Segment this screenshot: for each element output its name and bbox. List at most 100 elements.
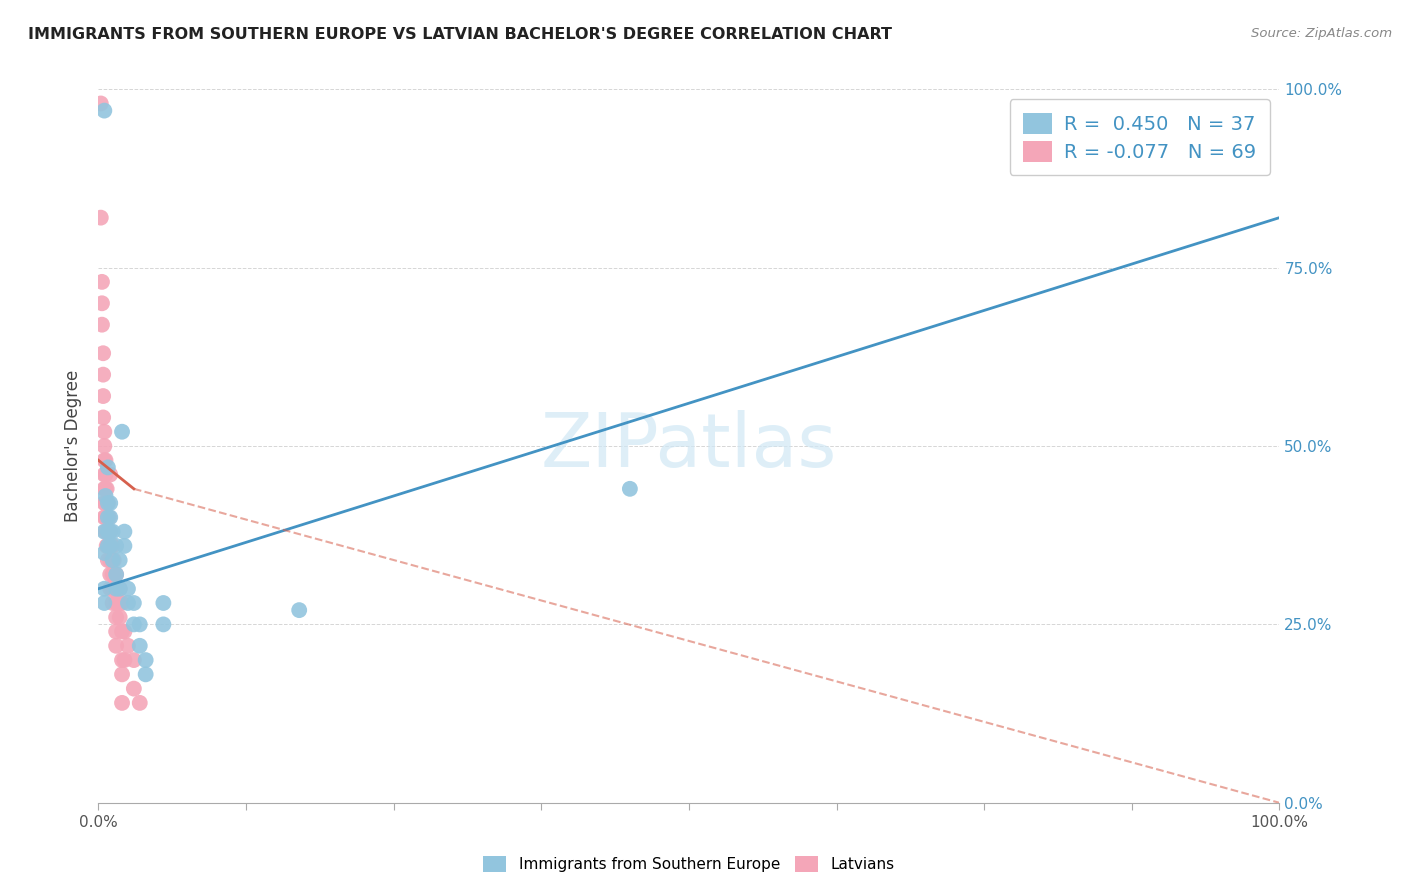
Point bbox=[111, 425, 134, 439]
Point bbox=[91, 389, 114, 403]
Point bbox=[93, 467, 115, 482]
Point bbox=[94, 524, 117, 539]
Point bbox=[91, 318, 114, 332]
Point bbox=[98, 539, 121, 553]
Legend: R =  0.450   N = 37, R = -0.077   N = 69: R = 0.450 N = 37, R = -0.077 N = 69 bbox=[1010, 99, 1270, 176]
Point bbox=[97, 524, 120, 539]
Point bbox=[97, 510, 120, 524]
Point bbox=[94, 510, 117, 524]
Point bbox=[111, 624, 134, 639]
Point bbox=[103, 582, 125, 596]
Point bbox=[96, 510, 118, 524]
Point bbox=[105, 539, 128, 553]
Point bbox=[91, 368, 114, 382]
Point bbox=[91, 346, 114, 360]
Point bbox=[112, 524, 135, 539]
Text: IMMIGRANTS FROM SOUTHERN EUROPE VS LATVIAN BACHELOR'S DEGREE CORRELATION CHART: IMMIGRANTS FROM SOUTHERN EUROPE VS LATVI… bbox=[28, 27, 893, 42]
Point bbox=[117, 639, 139, 653]
Text: ZIPatlas: ZIPatlas bbox=[541, 409, 837, 483]
Point bbox=[619, 482, 641, 496]
Point bbox=[96, 482, 118, 496]
Point bbox=[96, 524, 118, 539]
Point bbox=[101, 553, 124, 567]
Point bbox=[117, 582, 139, 596]
Point bbox=[93, 596, 115, 610]
Point bbox=[97, 539, 120, 553]
Point bbox=[103, 553, 125, 567]
Point bbox=[122, 596, 145, 610]
Point bbox=[96, 496, 118, 510]
Y-axis label: Bachelor's Degree: Bachelor's Degree bbox=[65, 370, 83, 522]
Point bbox=[103, 567, 125, 582]
Point bbox=[91, 296, 114, 310]
Point bbox=[90, 211, 112, 225]
Point bbox=[93, 439, 115, 453]
Point bbox=[105, 610, 128, 624]
Text: Source: ZipAtlas.com: Source: ZipAtlas.com bbox=[1251, 27, 1392, 40]
Point bbox=[101, 567, 124, 582]
Point bbox=[94, 489, 117, 503]
Point bbox=[97, 496, 120, 510]
Point bbox=[101, 596, 124, 610]
Point bbox=[135, 653, 157, 667]
Point bbox=[91, 410, 114, 425]
Point bbox=[101, 539, 124, 553]
Point bbox=[122, 653, 145, 667]
Point bbox=[108, 582, 131, 596]
Point bbox=[105, 567, 128, 582]
Point bbox=[98, 539, 121, 553]
Point bbox=[128, 617, 150, 632]
Point bbox=[152, 596, 174, 610]
Point bbox=[94, 467, 117, 482]
Legend: Immigrants from Southern Europe, Latvians: Immigrants from Southern Europe, Latvian… bbox=[475, 848, 903, 880]
Point bbox=[97, 539, 120, 553]
Point bbox=[93, 546, 115, 560]
Point bbox=[97, 496, 120, 510]
Point bbox=[111, 653, 134, 667]
Point bbox=[97, 553, 120, 567]
Point bbox=[111, 696, 134, 710]
Point bbox=[108, 582, 131, 596]
Point bbox=[98, 567, 121, 582]
Point bbox=[288, 603, 311, 617]
Point bbox=[93, 482, 115, 496]
Point bbox=[98, 524, 121, 539]
Point bbox=[93, 425, 115, 439]
Point bbox=[91, 275, 114, 289]
Point bbox=[93, 496, 115, 510]
Point bbox=[93, 103, 115, 118]
Point bbox=[101, 553, 124, 567]
Point bbox=[108, 596, 131, 610]
Point bbox=[105, 582, 128, 596]
Point bbox=[93, 582, 115, 596]
Point bbox=[96, 539, 118, 553]
Point bbox=[105, 567, 128, 582]
Point bbox=[117, 596, 139, 610]
Point bbox=[135, 667, 157, 681]
Point bbox=[98, 524, 121, 539]
Point bbox=[122, 617, 145, 632]
Point bbox=[98, 496, 121, 510]
Point bbox=[98, 510, 121, 524]
Point bbox=[112, 624, 135, 639]
Point bbox=[97, 510, 120, 524]
Point bbox=[112, 653, 135, 667]
Point bbox=[90, 96, 112, 111]
Point bbox=[98, 510, 121, 524]
Point bbox=[152, 617, 174, 632]
Point bbox=[97, 524, 120, 539]
Point bbox=[101, 524, 124, 539]
Point bbox=[105, 624, 128, 639]
Point bbox=[101, 582, 124, 596]
Point bbox=[128, 639, 150, 653]
Point bbox=[112, 539, 135, 553]
Point bbox=[94, 496, 117, 510]
Point bbox=[105, 582, 128, 596]
Point bbox=[93, 510, 115, 524]
Point bbox=[108, 553, 131, 567]
Point bbox=[93, 453, 115, 467]
Point bbox=[98, 553, 121, 567]
Point bbox=[98, 539, 121, 553]
Point bbox=[97, 460, 120, 475]
Point bbox=[108, 610, 131, 624]
